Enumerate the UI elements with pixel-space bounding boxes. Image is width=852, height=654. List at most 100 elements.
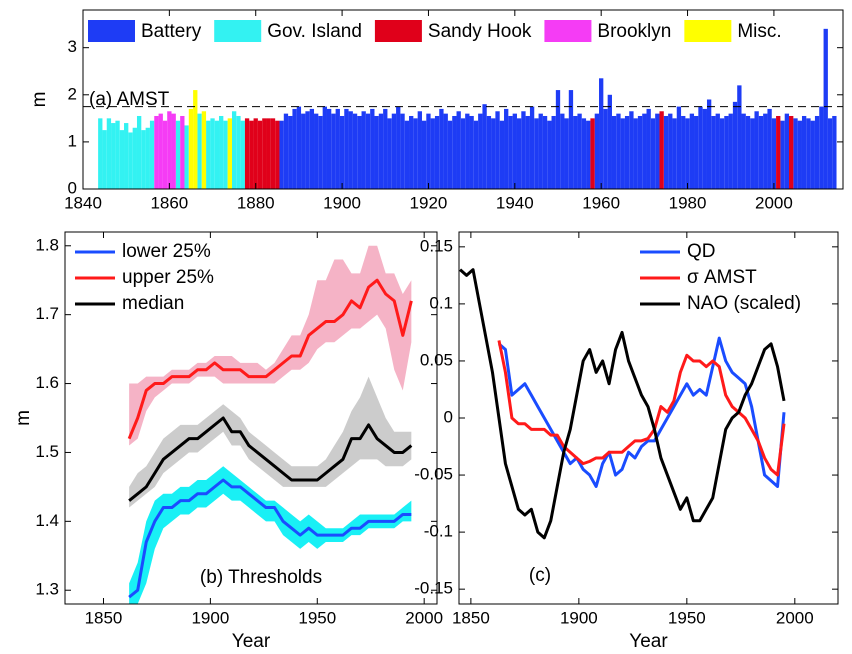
bar	[495, 111, 500, 189]
bar	[253, 118, 258, 189]
bar	[551, 115, 556, 189]
y-tick-label: 0.15	[420, 236, 453, 255]
plot-area	[98, 28, 837, 189]
legend-label: upper 25%	[122, 267, 214, 288]
y-tick-label: 1.5	[35, 442, 59, 461]
bar	[240, 120, 245, 189]
bar	[439, 108, 444, 189]
bar	[206, 120, 211, 189]
band	[129, 245, 412, 446]
bar	[257, 120, 263, 189]
bar	[417, 111, 422, 189]
bar	[801, 115, 807, 189]
bar	[318, 115, 323, 189]
bar	[275, 120, 280, 189]
bar	[560, 113, 565, 189]
bar	[326, 108, 332, 189]
bar	[283, 113, 289, 189]
bar	[452, 115, 457, 189]
bar	[413, 118, 418, 189]
bar	[370, 108, 375, 189]
legend: QD σ AMST NAO (scaled)	[640, 241, 801, 314]
bar	[573, 115, 578, 189]
y-tick-label: 1.6	[35, 373, 59, 392]
legend-label: QD	[687, 241, 716, 262]
x-tick-label: 1850	[452, 608, 490, 627]
line	[459, 268, 786, 540]
bar	[167, 111, 172, 189]
line	[497, 340, 786, 477]
bar	[443, 113, 448, 189]
bar	[663, 115, 669, 189]
bar	[521, 111, 526, 189]
bar	[335, 108, 340, 189]
bar	[581, 118, 587, 189]
bar	[516, 118, 522, 189]
bar	[391, 113, 397, 189]
y-tick-label: 0	[68, 178, 77, 197]
bar	[162, 120, 168, 189]
bar	[460, 118, 466, 189]
legend-swatch	[214, 20, 262, 42]
panel: 1850 1900 1950 2000 -0.15 -0.1 -0.05 0 0.05 0.1 0.…	[414, 231, 839, 652]
bar	[365, 113, 371, 189]
bar	[214, 120, 220, 189]
annotation: (a) AMST	[89, 89, 170, 110]
x-tick-label: 1850	[85, 608, 123, 627]
bar	[305, 111, 310, 189]
y-axis-label: m	[13, 410, 34, 426]
bar	[288, 115, 293, 189]
bar	[426, 113, 431, 189]
bar	[404, 120, 410, 189]
x-axis-label: Year	[232, 631, 271, 652]
y-tick-label: 3	[68, 37, 77, 56]
bar	[262, 118, 267, 189]
band	[129, 376, 412, 508]
bar	[646, 108, 651, 189]
bar	[538, 113, 543, 189]
bar	[655, 113, 660, 189]
annotation: (b) Thresholds	[200, 567, 322, 588]
legend-swatch	[684, 20, 732, 42]
axes-frame	[64, 231, 438, 605]
bar	[793, 118, 798, 189]
bar	[706, 99, 712, 189]
annotation: (c)	[529, 565, 551, 586]
bar	[314, 113, 319, 189]
bar	[620, 118, 625, 189]
bar	[504, 108, 509, 189]
bar	[102, 130, 107, 189]
axes-frame	[82, 9, 844, 190]
bar	[542, 115, 548, 189]
bar	[499, 120, 505, 189]
bar	[301, 113, 306, 189]
bar	[171, 113, 176, 189]
bar	[776, 115, 781, 189]
bar	[486, 115, 492, 189]
legend-label: Gov. Island	[267, 21, 362, 42]
bar	[409, 115, 414, 189]
bar	[814, 115, 820, 189]
bar	[106, 118, 112, 189]
panel: 1840 1860 1880 1900 1920 1940 1960 1980 2000 0 1 2 3…	[29, 9, 844, 212]
bar	[309, 108, 315, 189]
y-tick-label: 1.8	[35, 235, 59, 254]
legend-label: NAO (scaled)	[687, 293, 801, 314]
legend-label: lower 25%	[122, 241, 211, 262]
x-tick-label: 1900	[191, 608, 229, 627]
bar	[244, 118, 250, 189]
legend-label: Sandy Hook	[428, 21, 532, 42]
x-tick-label: 1950	[298, 608, 336, 627]
y-tick-label: 2	[68, 84, 77, 103]
bar	[465, 113, 470, 189]
x-tick-label: 2000	[755, 193, 793, 212]
x-tick-label: 1840	[64, 193, 102, 212]
bar	[719, 118, 725, 189]
bar	[728, 113, 733, 189]
bar	[529, 106, 535, 189]
bar	[745, 115, 751, 189]
bar	[266, 118, 271, 189]
y-tick-label: -0.05	[414, 465, 453, 484]
bar	[175, 120, 181, 189]
